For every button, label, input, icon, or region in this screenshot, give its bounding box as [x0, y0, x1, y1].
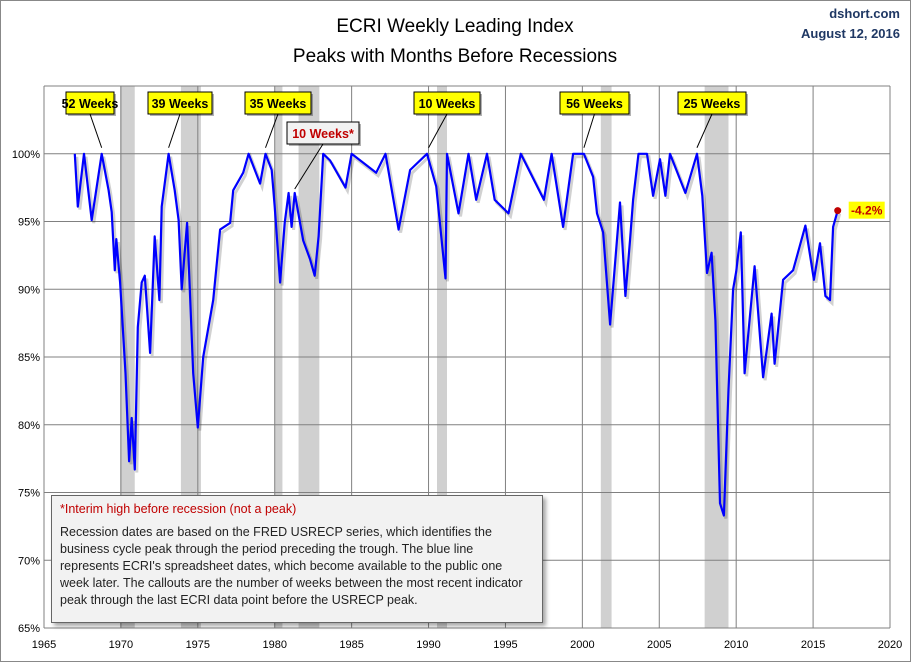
callout-leader-line [696, 113, 713, 148]
x-tick-label: 1980 [262, 639, 286, 651]
y-tick-label: 100% [12, 149, 40, 161]
callout-label: 10 Weeks [419, 97, 476, 111]
callout-label: 56 Weeks [566, 97, 623, 111]
y-tick-label: 95% [18, 217, 40, 229]
callout-box [413, 91, 481, 115]
x-tick-label: 2000 [570, 639, 594, 651]
x-tick-label: 1990 [416, 639, 440, 651]
callout-label: 52 Weeks [62, 97, 119, 111]
y-tick-label: 75% [18, 488, 40, 500]
callout-leader-line [265, 113, 279, 148]
last-point-label: -4.2% [851, 204, 883, 218]
x-tick-label: 2010 [724, 639, 748, 651]
callout-leader-line [428, 113, 448, 148]
note-box: *Interim high before recession (not a pe… [51, 495, 543, 623]
callouts: 52 Weeks 39 Weeks 35 Weeks 10 Weeks* 10 Week… [62, 91, 748, 190]
axis-ticks: 1965 1970 1975 1980 1985 1990 1995 2000 2005 2010… [12, 149, 902, 651]
callout-box [559, 91, 630, 115]
callout-box [286, 121, 360, 145]
y-tick-label: 90% [18, 284, 40, 296]
callout-label: 39 Weeks [152, 97, 209, 111]
last-point-marker [834, 207, 842, 215]
x-tick-label: 1970 [109, 639, 133, 651]
y-tick-label: 65% [18, 623, 40, 635]
callout-leader-line [168, 113, 181, 148]
x-tick-label: 2020 [878, 639, 902, 651]
x-tick-label: 2005 [647, 639, 671, 651]
callout-leader-line [583, 113, 595, 148]
source-label: dshort.com [829, 6, 900, 21]
series-line-eci-wli [73, 152, 839, 517]
callout-box [244, 91, 312, 115]
x-tick-label: 1985 [339, 639, 363, 651]
callout-leader-line [294, 143, 324, 190]
series-layer: -4.2% [73, 151, 885, 519]
callout-box [65, 91, 115, 115]
note-heading: *Interim high before recession (not a pe… [60, 502, 297, 516]
x-tick-label: 2015 [801, 639, 825, 651]
y-tick-label: 70% [18, 555, 40, 567]
date-label: August 12, 2016 [801, 26, 900, 41]
callout-label: 35 Weeks [250, 97, 307, 111]
y-tick-label: 80% [18, 420, 40, 432]
x-tick-label: 1995 [493, 639, 517, 651]
callout-label: 10 Weeks* [292, 127, 354, 141]
note-body: Recession dates are based on the FRED US… [60, 525, 523, 607]
last-point-label-bg [848, 201, 885, 219]
chart-subtitle: Peaks with Months Before Recessions [293, 46, 617, 67]
callout-box [677, 91, 747, 115]
callout-box [147, 91, 213, 115]
callout-label: 25 Weeks [684, 97, 741, 111]
chart-title: ECRI Weekly Leading Index [336, 16, 574, 37]
x-tick-label: 1965 [32, 639, 56, 651]
x-tick-label: 1975 [186, 639, 210, 651]
callout-leader-line [89, 113, 103, 148]
y-tick-label: 85% [18, 352, 40, 364]
